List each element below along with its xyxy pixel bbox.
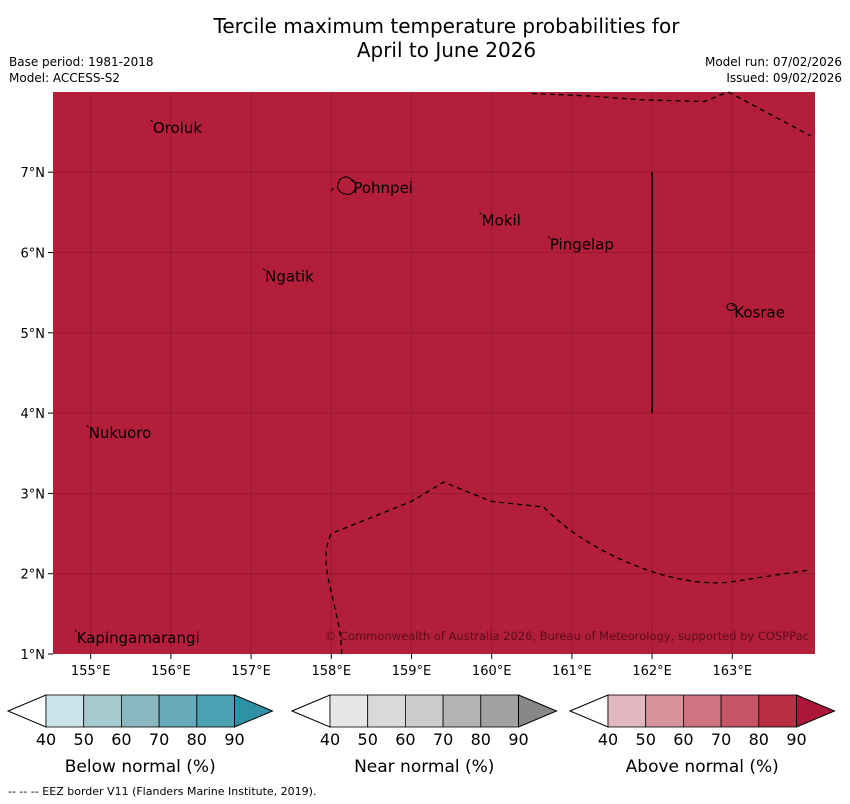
lon-label: 160°E xyxy=(472,664,512,679)
lon-label: 161°E xyxy=(552,664,592,679)
base-period: Base period: 1981-2018 xyxy=(9,55,154,69)
model-run: Model run: 07/02/2026 xyxy=(704,55,842,69)
place-marker xyxy=(262,268,266,271)
colorbar-tick-label: 90 xyxy=(786,730,806,749)
place-label: Oroluk xyxy=(153,119,202,137)
place-label: Kapingamarangi xyxy=(77,629,200,647)
lat-label: 4°N xyxy=(21,407,46,422)
place-marker xyxy=(731,304,735,308)
colorbar-tick-label: 40 xyxy=(598,730,618,749)
colorbar-segment xyxy=(480,694,519,728)
lat-label: 1°N xyxy=(21,648,46,663)
colorbar-tick-label: 80 xyxy=(471,730,491,749)
colorbar-tick-label: 40 xyxy=(36,730,56,749)
place-marker xyxy=(479,212,483,215)
place-label: Ngatik xyxy=(265,268,314,286)
place-label: Nukuoro xyxy=(89,424,152,442)
issued-date: Issued: 09/02/2026 xyxy=(726,71,842,85)
colorbar-title: Near normal (%) xyxy=(354,757,494,777)
eez-border-north xyxy=(531,92,725,103)
colorbar-tick-label: 60 xyxy=(111,730,131,749)
colorbar-segment xyxy=(121,694,160,728)
colorbar-segment xyxy=(683,694,722,728)
colorbar-tick-label: 70 xyxy=(149,730,169,749)
colorbar-segment xyxy=(196,694,235,728)
kosrae-island-shape xyxy=(726,303,737,311)
colorbar-tick-label: 70 xyxy=(711,730,731,749)
lon-label: 158°E xyxy=(312,664,352,679)
eez-footnote: -- -- -- EEZ border V11 (Flanders Marine… xyxy=(8,785,317,798)
colorbar-segment xyxy=(758,694,797,728)
colorbar-title: Above normal (%) xyxy=(626,757,779,777)
colorbar-left-arrow xyxy=(568,694,609,728)
place-marker xyxy=(547,236,551,239)
lon-label: 155°E xyxy=(71,664,111,679)
colorbar-segment xyxy=(158,694,198,728)
lon-label: 162°E xyxy=(632,664,672,679)
colorbar-tick-label: 80 xyxy=(187,730,207,749)
colorbar-segment xyxy=(720,694,760,728)
run-info: Model run: 07/02/2026 Issued: 09/02/2026 xyxy=(705,54,842,86)
lon-label: 157°E xyxy=(231,664,271,679)
place-marker xyxy=(74,629,78,633)
colorbar-tick-label: 50 xyxy=(636,730,656,749)
lat-label: 5°N xyxy=(21,327,46,342)
lon-label: 163°E xyxy=(713,664,753,679)
place-label: Mokil xyxy=(482,211,521,229)
colorbar-segment xyxy=(442,694,482,728)
lon-label: 159°E xyxy=(392,664,432,679)
colorbar-segment xyxy=(645,694,684,728)
colorbar-right-arrow xyxy=(796,694,836,728)
colorbar-segment xyxy=(45,694,85,728)
colorbar-right-arrow xyxy=(518,694,558,728)
colorbar-tick-label: 90 xyxy=(224,730,244,749)
place-label: Pingelap xyxy=(550,235,614,253)
atoll-mark xyxy=(330,187,335,192)
copyright-notice: © Commonwealth of Australia 2026, Bureau… xyxy=(325,629,809,643)
colorbar-tick-label: 40 xyxy=(320,730,340,749)
place-label: Kosrae xyxy=(734,304,785,322)
pohnpei-island-shape xyxy=(336,176,357,195)
colorbar-segment xyxy=(404,694,444,728)
model-info: Base period: 1981-2018 Model: ACCESS-S2 xyxy=(9,54,154,86)
model-name: Model: ACCESS-S2 xyxy=(9,71,121,85)
colorbar-tick-label: 60 xyxy=(673,730,693,749)
place-label: Pohnpei xyxy=(353,179,413,197)
place-marker xyxy=(350,179,354,183)
colorbar-segment xyxy=(607,694,647,728)
place-marker xyxy=(86,424,90,428)
lat-label: 2°N xyxy=(21,568,46,583)
colorbar-tick-label: 70 xyxy=(433,730,453,749)
eez-border-northeast xyxy=(727,91,812,137)
colorbar-tick-label: 50 xyxy=(74,730,94,749)
colorbar-tick-label: 80 xyxy=(749,730,769,749)
colorbar-tick-label: 60 xyxy=(395,730,415,749)
lat-label: 3°N xyxy=(21,487,46,502)
colorbar-tick-label: 90 xyxy=(508,730,528,749)
lon-label: 156°E xyxy=(151,664,191,679)
colorbar-segment xyxy=(367,694,406,728)
colorbar-right-arrow xyxy=(234,694,274,728)
lat-label: 6°N xyxy=(21,247,46,262)
eez-border-south xyxy=(325,481,811,655)
colorbar-segment xyxy=(83,694,122,728)
colorbar-segment xyxy=(329,694,369,728)
colorbar-left-arrow xyxy=(6,694,47,728)
colorbar-left-arrow xyxy=(290,694,331,728)
title-line-1: Tercile maximum temperature probabilitie… xyxy=(213,14,680,38)
lat-label: 7°N xyxy=(21,166,46,181)
colorbar-tick-label: 50 xyxy=(358,730,378,749)
title-line-2: April to June 2026 xyxy=(356,38,537,62)
colorbar-title: Below normal (%) xyxy=(65,757,216,777)
map-fill xyxy=(53,92,815,654)
place-marker xyxy=(150,119,154,123)
map-title: Tercile maximum temperature probabilitie… xyxy=(0,14,850,62)
